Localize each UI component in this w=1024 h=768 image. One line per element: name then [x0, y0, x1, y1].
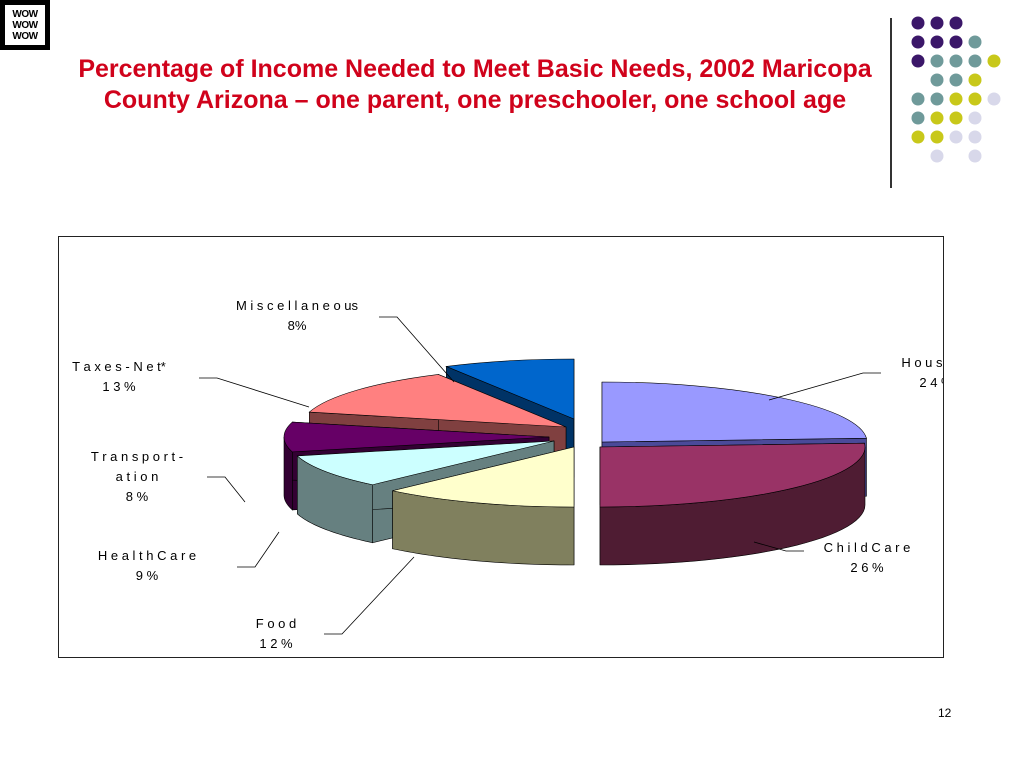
wow-logo: WOW WOW WOW	[0, 0, 50, 50]
slice-label-line: 2 6 %	[850, 560, 884, 575]
leader-line-health-care	[237, 531, 280, 568]
decorative-dot	[930, 111, 944, 125]
decorative-dot	[930, 16, 944, 30]
slice-label-line: H o u s i n g	[901, 355, 943, 370]
decorative-dot	[930, 54, 944, 68]
decorative-dot	[930, 35, 944, 49]
leader-line-housing	[768, 372, 881, 401]
slice-label-health-care: H e a l t h C a r e 9 %	[98, 548, 196, 583]
decorative-dot	[949, 54, 963, 68]
slice-label-line: 8 %	[126, 489, 149, 504]
slice-label-housing: H o u s i n g 2 4 %	[901, 355, 943, 390]
decorative-dot	[911, 35, 925, 49]
pie-labels: H o u s i n g 2 4 % C h i l d C a r e 2 6 %…	[72, 298, 943, 651]
pie-chart: H o u s i n g 2 4 % C h i l d C a r e 2 6 %…	[72, 298, 943, 651]
slice-label-food: F o o d 1 2 %	[256, 616, 296, 651]
decorative-dot	[949, 130, 963, 144]
leader-line-taxes-net	[199, 377, 310, 408]
logo-line-3: WOW	[12, 30, 38, 42]
decorative-dot	[911, 54, 925, 68]
decorative-dot	[911, 16, 925, 30]
leader-line-child-care	[753, 541, 804, 552]
slice-label-taxes-net: T a x e s - N e t* 1 3 %	[72, 359, 166, 394]
slide-number: 12	[938, 706, 952, 720]
decorative-dot	[968, 149, 982, 163]
decorative-dot	[949, 35, 963, 49]
slice-label-line: 2 4 %	[919, 375, 943, 390]
decorative-dot	[949, 16, 963, 30]
decorative-dot	[968, 73, 982, 87]
decorative-dot	[968, 35, 982, 49]
slice-label-line: 1 3 %	[102, 379, 136, 394]
decorative-dot	[949, 73, 963, 87]
slice-label-line: a t i o n	[116, 469, 159, 484]
slice-label-transportation: T r a n s p o r t - a t i o n 8 %	[91, 449, 183, 504]
decorative-dot	[930, 92, 944, 106]
decorative-dot	[968, 92, 982, 106]
decorative-dot	[911, 111, 925, 125]
leader-line-transportation	[207, 476, 246, 503]
slice-label-line: 9 %	[136, 568, 159, 583]
pie-slice-child-care	[599, 442, 866, 566]
slice-label-line: 8%	[288, 318, 307, 333]
decorative-dot	[911, 130, 925, 144]
leader-line-food	[324, 556, 415, 635]
decorative-dot	[930, 149, 944, 163]
decorative-dot	[968, 111, 982, 125]
decorative-divider	[890, 18, 892, 188]
decorative-dot	[949, 111, 963, 125]
slice-label-line: H e a l t h C a r e	[98, 548, 196, 563]
slide-title: Percentage of Income Needed to Meet Basi…	[78, 55, 872, 114]
slice-label-line: M i s c e l l a n e o us	[236, 298, 359, 313]
decorative-dot	[987, 92, 1001, 106]
slice-label-line: T r a n s p o r t -	[91, 449, 183, 464]
wow-logo-inner: WOW WOW WOW	[5, 5, 45, 45]
decorative-dot	[968, 130, 982, 144]
decorative-dot	[987, 54, 1001, 68]
logo-line-2: WOW	[12, 19, 38, 31]
decorative-dot	[911, 92, 925, 106]
decorative-dot	[930, 73, 944, 87]
slice-label-child-care: C h i l d C a r e 2 6 %	[824, 540, 911, 575]
slice-label-line: F o o d	[256, 616, 296, 631]
pie-slice-food	[392, 446, 575, 566]
chart-frame: H o u s i n g 2 4 % C h i l d C a r e 2 6 %…	[58, 236, 944, 658]
slice-label-line: C h i l d C a r e	[824, 540, 911, 555]
decorative-dot	[949, 92, 963, 106]
decorative-dot	[930, 130, 944, 144]
slice-label-line: 1 2 %	[259, 636, 293, 651]
logo-line-1: WOW	[12, 8, 38, 20]
slice-label-line: T a x e s - N e t*	[72, 359, 166, 374]
leader-line-miscellaneous	[379, 316, 455, 383]
slice-label-miscellaneous: M i s c e l l a n e o us 8%	[236, 298, 359, 333]
decorative-dot	[968, 54, 982, 68]
